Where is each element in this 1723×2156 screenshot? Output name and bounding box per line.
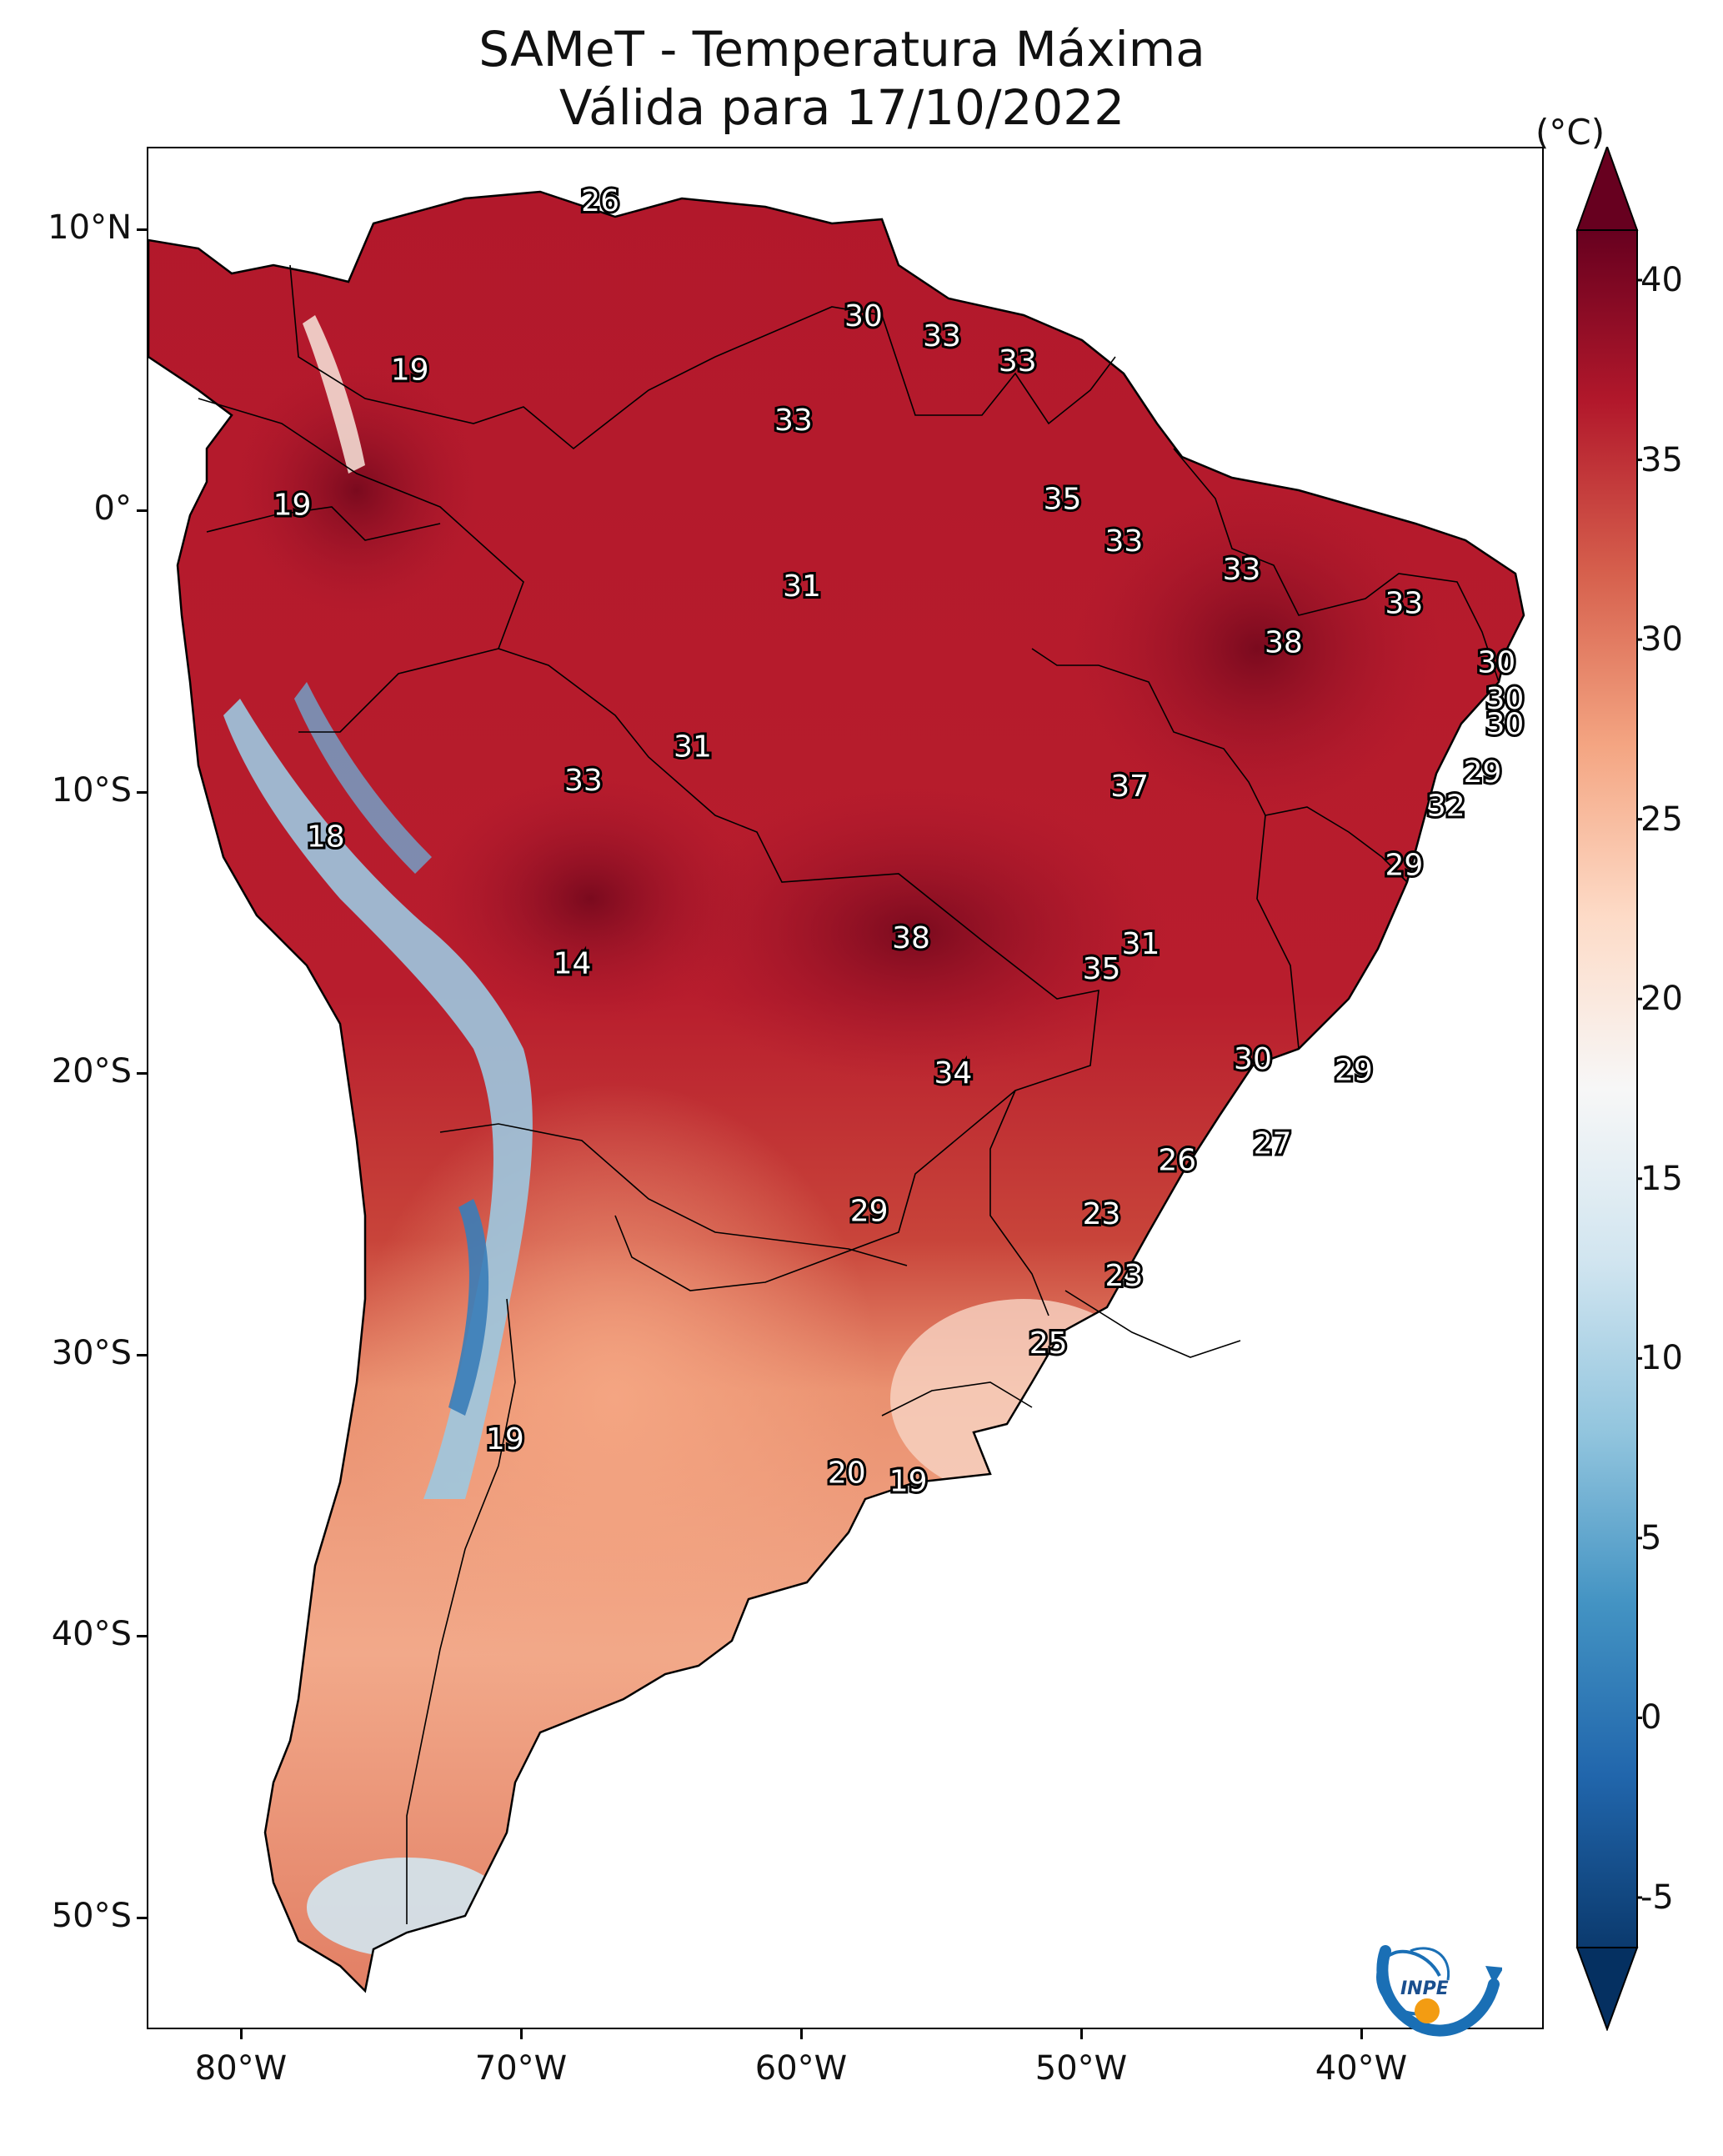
station-temperature-label: 29 [1385,848,1423,882]
station-temperature-label: 35 [1083,952,1121,986]
svg-text:INPE: INPE [1400,1978,1449,1999]
station-temperature-label: 14 [553,946,592,980]
station-temperature-label: 29 [850,1194,889,1228]
station-temperature-label: 32 [1427,789,1465,823]
station-temperature-label: 19 [486,1422,524,1457]
station-temperature-label: 31 [1122,927,1160,961]
lon-tick-mark [240,2029,243,2039]
station-temperature-label: 29 [1464,755,1502,790]
station-temperature-label: 31 [674,730,712,765]
station-temperature-label: 30 [844,299,883,333]
colorbar-tick-label: 40 [1640,261,1683,299]
station-temperature-label: 33 [1223,553,1261,587]
lon-tick-mark [1080,2029,1083,2039]
lat-label: 30°S [51,1334,132,1372]
colorbar-tick-label: 20 [1640,980,1683,1019]
colorbar-tick-label: 5 [1640,1518,1662,1557]
lat-label: 40°S [51,1615,132,1653]
lon-label: 70°W [474,2049,568,2088]
station-temperature-label: 20 [828,1456,866,1490]
station-temperature-label: 37 [1110,770,1149,804]
station-temperature-label: 18 [307,820,345,855]
lat-tick-mark [137,228,147,231]
lon-label: 80°W [194,2049,288,2088]
station-temperature-label: 34 [934,1056,973,1091]
station-temperature-label: 27 [1254,1126,1292,1161]
map-subtitle: Válida para 17/10/2022 [558,79,1125,136]
station-temperature-label: 38 [1265,626,1303,660]
colorbar-min-extend [1575,1947,1639,2031]
station-temperature-label: 38 [892,921,930,955]
station-temperature-label: 30 [1485,708,1524,742]
station-temperature-label: 23 [1083,1197,1121,1231]
lat-label: 10°N [48,208,132,247]
station-temperature-label: 33 [1385,586,1423,620]
lon-tick-mark [1360,2029,1363,2039]
station-temperature-label: 33 [564,764,603,798]
station-temperature-label: 26 [1158,1144,1196,1178]
colorbar-max-extend [1575,147,1639,231]
colorbar-unit: (°C) [1535,112,1605,153]
station-temperature-label: 33 [923,319,961,353]
colorbar-tick-label: 15 [1640,1159,1683,1198]
station-temperature-label: 31 [783,569,821,604]
lon-tick-mark [800,2029,803,2039]
station-temperature-label: 33 [999,344,1037,379]
station-temperature-label: 35 [1044,483,1082,517]
station-temperature-label: 19 [273,488,312,522]
station-temperature-label: 33 [774,404,813,438]
colorbar [1575,147,1642,2031]
lat-label: 0° [93,489,132,528]
colorbar-tick-label: -5 [1640,1878,1674,1917]
lat-tick-mark [137,1917,147,1919]
lat-label: 10°S [51,771,132,810]
station-temperature-label: 30 [1485,682,1524,716]
station-temperature-label: 30 [1477,645,1515,679]
colorbar-tick-label: 25 [1640,800,1683,839]
colorbar-tick-label: 30 [1640,620,1683,659]
station-temperature-label: 26 [581,184,619,218]
lat-label: 50°S [51,1897,132,1935]
station-temperature-label: 25 [1029,1326,1068,1361]
map-panel: 26 19 30 33 33 33 19 35 33 33 31 33 38 30 30 30 31 33 37 29… [147,147,1544,2029]
lat-label: 20°S [51,1052,132,1091]
lat-tick-mark [137,1072,147,1075]
lon-label: 50°W [1034,2049,1128,2088]
station-temperature-label: 29 [1335,1054,1373,1088]
colorbar-tick-label: 35 [1640,440,1683,479]
station-temperature-label: 19 [391,353,429,387]
colorbar-tick-label: 10 [1640,1339,1683,1378]
lat-tick-mark [137,1635,147,1637]
map-title: SAMeT - Temperatura Máxima [478,21,1205,78]
lat-tick-mark [137,509,147,512]
inpe-logo: INPE [1376,1945,1502,2037]
lon-label: 60°W [754,2049,848,2088]
lon-label: 40°W [1315,2049,1408,2088]
lat-tick-mark [137,791,147,794]
colorbar-tick-label: 0 [1640,1698,1662,1737]
station-temperature-label: 19 [889,1464,928,1498]
station-temperature-label: 30 [1234,1042,1272,1076]
colorbar-scale [1576,229,1638,1948]
lon-tick-mark [520,2029,523,2039]
station-temperature-label: 23 [1104,1259,1143,1293]
country-borders [198,264,1500,1924]
station-temperature-label: 33 [1104,524,1143,559]
lat-tick-mark [137,1354,147,1356]
